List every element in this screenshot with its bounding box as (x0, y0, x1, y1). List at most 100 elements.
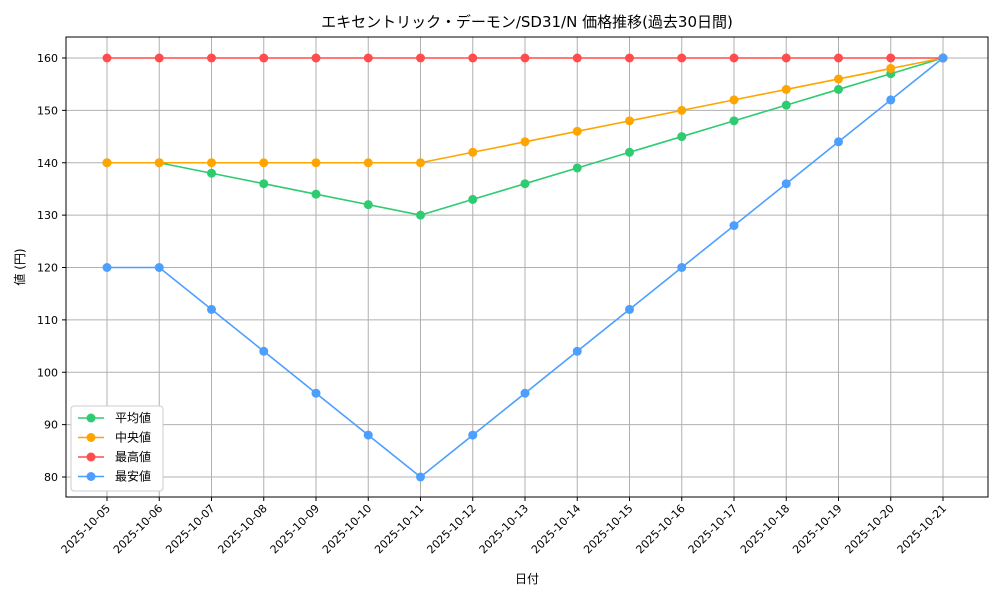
data-point (259, 179, 269, 189)
y-tick-label: 100 (37, 366, 58, 379)
legend-label: 平均値 (115, 410, 151, 425)
data-point (729, 116, 739, 126)
y-tick-label: 150 (37, 104, 58, 117)
data-point (886, 53, 896, 63)
data-point (207, 158, 216, 168)
data-point (363, 200, 373, 210)
data-point (729, 95, 739, 105)
y-tick-label: 120 (37, 262, 58, 275)
x-tick-label: 2025-10-08 (215, 502, 269, 556)
data-point (468, 430, 478, 440)
x-tick-label: 2025-10-21 (895, 502, 949, 556)
data-point (781, 179, 791, 189)
data-point (363, 158, 373, 168)
x-tick-label: 2025-10-10 (320, 502, 374, 556)
y-axis-label: 値 (円) (12, 248, 27, 285)
data-point (416, 158, 425, 168)
data-point (468, 53, 478, 63)
legend-marker (86, 413, 96, 423)
data-point (729, 53, 739, 63)
data-point (416, 210, 425, 220)
data-point (677, 132, 687, 142)
y-tick-label: 140 (37, 157, 58, 170)
data-point (677, 105, 687, 115)
data-point (625, 304, 634, 314)
data-point (520, 179, 530, 189)
legend-label: 最安値 (115, 469, 151, 484)
x-tick-label: 2025-10-06 (111, 502, 165, 556)
data-point (781, 84, 791, 94)
data-point (311, 158, 321, 168)
data-point (102, 158, 112, 168)
data-point (886, 63, 896, 73)
data-point (416, 53, 425, 63)
data-point (154, 53, 164, 63)
data-point (468, 147, 478, 157)
data-point (625, 116, 634, 126)
legend-marker (86, 452, 96, 462)
x-tick-label: 2025-10-14 (529, 502, 583, 556)
x-tick-label: 2025-10-05 (59, 502, 113, 556)
data-point (520, 53, 530, 63)
data-point (572, 126, 582, 136)
data-point (154, 158, 164, 168)
data-point (625, 147, 634, 157)
x-tick-label: 2025-10-09 (268, 502, 322, 556)
data-point (938, 53, 948, 63)
chart-title: エキセントリック・デーモン/SD31/N 価格推移(過去30日間) (321, 13, 733, 31)
ticks: 2025-10-052025-10-062025-10-072025-10-08… (37, 52, 949, 556)
data-point (311, 189, 321, 199)
data-point (207, 168, 216, 178)
data-point (729, 221, 739, 231)
x-tick-label: 2025-10-13 (477, 502, 531, 556)
data-point (677, 53, 687, 63)
grid (66, 37, 988, 497)
data-point (259, 53, 269, 63)
data-point (572, 163, 582, 173)
data-point (625, 53, 634, 63)
data-point (468, 194, 478, 204)
x-tick-label: 2025-10-11 (372, 502, 426, 556)
data-point (834, 84, 843, 94)
data-point (311, 388, 321, 398)
data-point (834, 53, 843, 63)
x-tick-label: 2025-10-07 (163, 502, 217, 556)
data-point (311, 53, 321, 63)
x-tick-label: 2025-10-17 (686, 502, 740, 556)
series-group (102, 53, 948, 482)
data-point (102, 53, 112, 63)
data-point (834, 74, 843, 84)
data-point (520, 137, 530, 147)
plot-frame (65, 36, 989, 498)
data-point (886, 95, 896, 105)
x-tick-label: 2025-10-18 (738, 502, 792, 556)
data-point (363, 430, 373, 440)
legend-label: 中央値 (115, 430, 151, 445)
x-tick-label: 2025-10-20 (842, 502, 896, 556)
x-tick-label: 2025-10-19 (790, 502, 844, 556)
data-point (363, 53, 373, 63)
data-point (207, 304, 216, 314)
data-point (207, 53, 216, 63)
legend-marker (86, 433, 96, 442)
data-point (781, 53, 791, 63)
data-point (572, 346, 582, 356)
data-point (781, 100, 791, 110)
legend-marker (86, 472, 96, 481)
x-axis-label: 日付 (515, 572, 539, 586)
x-tick-label: 2025-10-16 (633, 502, 687, 556)
data-point (572, 53, 582, 63)
y-tick-label: 130 (37, 209, 58, 222)
legend-label: 最高値 (115, 449, 151, 464)
x-tick-label: 2025-10-12 (424, 502, 478, 556)
y-tick-label: 110 (37, 314, 58, 327)
data-point (259, 158, 269, 168)
data-point (416, 472, 425, 482)
data-point (259, 346, 269, 356)
legend-box (70, 405, 164, 492)
y-tick-label: 80 (44, 471, 58, 484)
data-point (677, 263, 687, 272)
data-point (520, 388, 530, 398)
